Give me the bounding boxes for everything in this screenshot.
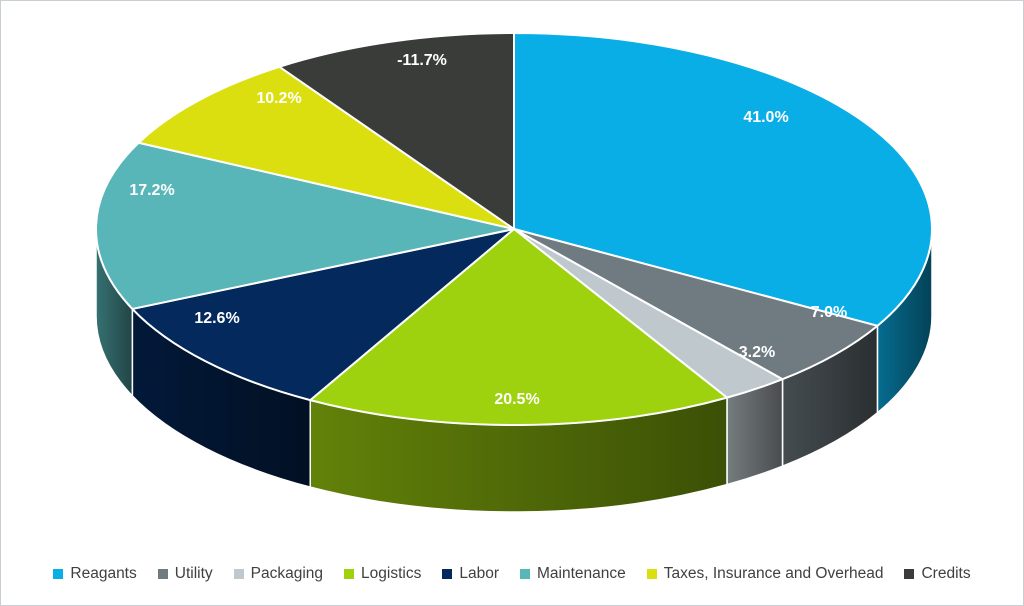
legend-item-credits: Credits <box>904 565 971 583</box>
pie-slice-maintenance <box>95 141 515 310</box>
data-label-logistics: 20.5% <box>494 391 539 408</box>
legend: Reagants Utility Packaging Logistics Labor Ma… <box>1 565 1023 583</box>
legend-swatch-icon <box>53 569 64 579</box>
data-label-utility: 7.0% <box>811 304 847 321</box>
data-label-credits: -11.7% <box>397 52 447 69</box>
pie-slice-credits <box>278 32 515 230</box>
legend-swatch-icon <box>157 569 168 579</box>
legend-item-packaging: Packaging <box>233 565 324 583</box>
legend-swatch-icon <box>904 569 915 579</box>
legend-swatch-icon <box>442 569 453 579</box>
legend-swatch-icon <box>520 569 530 579</box>
legend-label: Utility <box>174 565 213 582</box>
legend-label: Taxes, Insurance and Overhead <box>663 565 884 582</box>
data-label-maintenance: 17.2% <box>129 182 174 199</box>
legend-item-utility: Utility <box>157 565 213 583</box>
pie-slice-reagants <box>513 32 933 327</box>
legend-swatch-icon <box>646 569 657 579</box>
legend-item-reagants: Reagants <box>53 565 137 583</box>
pie-slice-utility <box>513 228 879 381</box>
data-label-taxes-insurance-and-overhead: 10.2% <box>256 90 301 107</box>
data-label-reagants: 41.0% <box>743 109 788 126</box>
legend-swatch-icon <box>344 569 355 579</box>
legend-label: Logistics <box>361 565 422 582</box>
pie-slice-labor <box>131 228 515 402</box>
legend-item-taxes-insurance-and-overhead: Taxes, Insurance and Overhead <box>646 565 884 583</box>
legend-label: Maintenance <box>537 565 626 582</box>
legend-item-logistics: Logistics <box>344 565 421 583</box>
legend-label: Labor <box>459 565 499 582</box>
legend-label: Credits <box>921 565 971 582</box>
pie-slice-taxes-insurance-and-overhead <box>137 65 515 230</box>
data-label-packaging: 3.2% <box>739 344 775 361</box>
legend-swatch-icon <box>233 569 244 579</box>
data-label-labor: 12.6% <box>194 310 239 327</box>
legend-label: Packaging <box>250 565 324 582</box>
legend-item-maintenance: Maintenance <box>520 565 626 583</box>
pie-slice-logistics <box>309 228 728 426</box>
legend-item-labor: Labor <box>442 565 499 583</box>
legend-label: Reagants <box>70 565 137 582</box>
